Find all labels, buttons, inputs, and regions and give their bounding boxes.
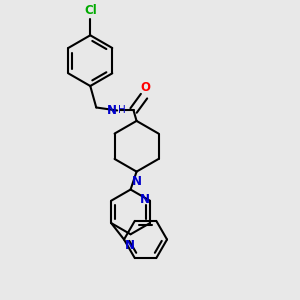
- Text: Cl: Cl: [84, 4, 97, 17]
- Text: N: N: [140, 193, 150, 206]
- Text: O: O: [141, 81, 151, 94]
- Text: N: N: [125, 239, 135, 252]
- Text: H: H: [118, 105, 125, 115]
- Text: N: N: [132, 175, 142, 188]
- Text: N: N: [107, 104, 117, 117]
